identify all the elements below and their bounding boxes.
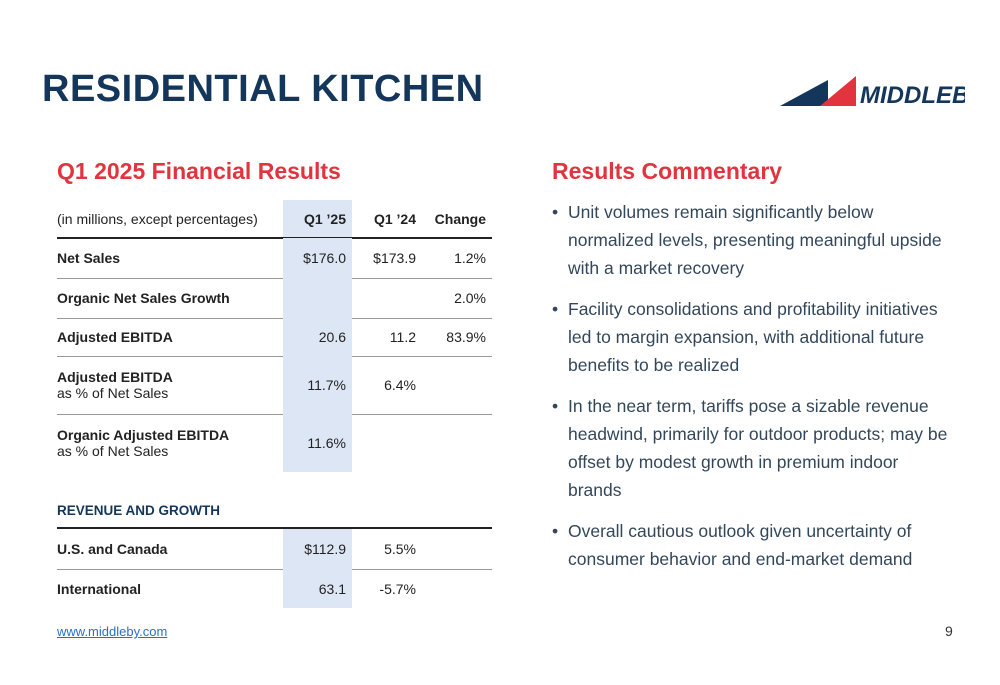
bullet: Facility consolidations and profitabilit… [552,295,952,379]
row-label: Adjusted EBITDA as % of Net Sales [57,356,283,414]
table-cell: 20.6 [283,318,352,356]
row-label-text: Organic Net Sales Growth [57,290,230,306]
row-rule [57,569,492,570]
table-cell: -5.7% [379,580,416,597]
website-link[interactable]: www.middleby.com [57,624,168,639]
table-cell: $173.9 [373,250,416,266]
table-cell: 11.7% [283,356,352,414]
row-sublabel: as % of Net Sales [57,443,169,459]
subsection-title: REVENUE AND GROWTH [57,502,221,518]
row-rule [57,278,492,279]
table-cell: 63.1 [283,569,352,608]
header-rule [57,237,492,239]
row-label: Net Sales [57,238,283,278]
section-title: Q1 2025 Financial Results [57,158,341,184]
table-cell [422,529,492,569]
section-title: Results Commentary [552,158,783,184]
column-header: Q1 ’25 [283,200,352,238]
row-label: Organic Adjusted EBITDA as % of Net Sales [57,414,283,472]
row-rule [57,414,492,415]
column-header: Change [434,211,486,227]
table-cell [422,414,492,472]
table-cell: $176.0 [283,238,352,278]
bullet: Unit volumes remain significantly below … [552,198,952,282]
column-header: Q1 ’24 [373,211,416,227]
row-label-text: Adjusted EBITDA [57,329,173,345]
row-rule [57,318,492,319]
table-cell: $112.9 [283,529,352,569]
row-label: International [57,569,283,608]
column-header: (in millions, except percentages) [57,211,258,227]
row-label-text: International [57,580,142,597]
table-cell [352,278,422,318]
table-cell: 1.2% [454,250,486,266]
row-rule [57,356,492,357]
logo-text: MIDDLEBY [860,82,965,108]
page-number: 9 [945,623,953,639]
bullet: In the near term, tariffs pose a sizable… [552,392,952,504]
table-cell: 6.4% [384,377,416,393]
table-cell [352,414,422,472]
commentary-list: Unit volumes remain significantly below … [552,198,952,586]
slide-title: RESIDENTIAL KITCHEN [42,68,484,110]
row-label-text: Adjusted EBITDA [57,369,173,385]
bullet: Overall cautious outlook given uncertain… [552,517,952,573]
row-label-text: U.S. and Canada [57,541,168,557]
table-cell: 2.0% [454,290,486,306]
row-label-text: Organic Adjusted EBITDA [57,427,230,443]
table-cell [283,278,352,318]
header-rule [57,527,492,529]
row-sublabel: as % of Net Sales [57,385,169,401]
table-cell: 5.5% [384,541,416,557]
table-cell: 83.9% [446,329,486,345]
table-cell [422,569,492,608]
table-cell: 11.2 [389,329,416,345]
row-label: Adjusted EBITDA [57,318,283,356]
row-label-text: Net Sales [57,250,121,266]
table-cell [422,356,492,414]
row-label: Organic Net Sales Growth [57,278,283,318]
row-label: U.S. and Canada [57,529,283,569]
table-cell: 11.6% [283,414,352,472]
logo: MIDDLEBY [780,76,965,108]
